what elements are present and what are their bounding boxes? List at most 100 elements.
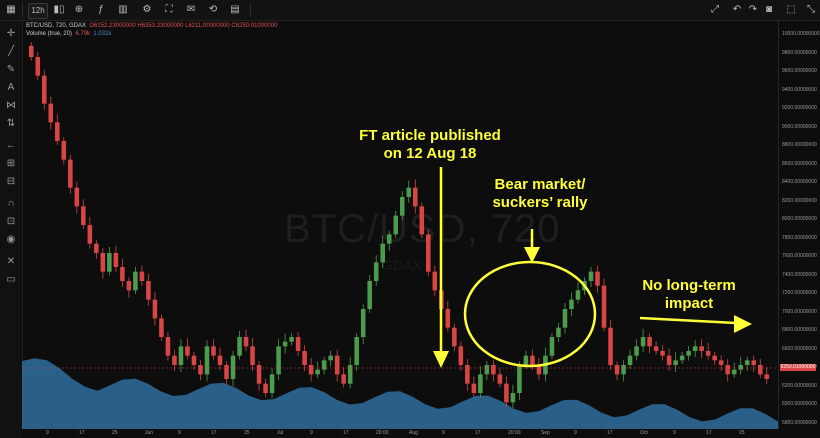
candles-icon[interactable]: ▮▯ (53, 4, 65, 15)
time-axis[interactable]: 9 17 25 Jun 9 17 25 Jul 9 17 20:00 Aug 9 17 20:00 Sep 9 1… (22, 429, 778, 438)
maximize-icon[interactable]: ⬚ (786, 4, 796, 15)
candle-body (360, 309, 366, 337)
candle-body (517, 365, 522, 393)
candle-body (152, 299, 158, 319)
candle-body (230, 355, 236, 379)
templates-icon[interactable]: ▥ (118, 4, 128, 15)
settings-gear-icon[interactable]: ⚙ (142, 4, 152, 15)
price-tick-label: 6800.00000000 (782, 327, 817, 333)
candle-body (432, 271, 438, 291)
redo-icon[interactable]: ↷ (748, 4, 758, 15)
candle-body (269, 374, 275, 393)
layout-icon[interactable]: ▦ (6, 4, 16, 15)
measure-icon[interactable]: ⇅ (6, 118, 16, 129)
candle-body (81, 206, 86, 225)
candle-body (191, 355, 197, 365)
bear-arrow-head (524, 247, 540, 263)
legend-symbol: BTC/USD, 720, GDAX O6152.23000000 H6353.… (26, 23, 278, 29)
magnet-icon[interactable]: ∩ (7, 198, 15, 209)
candle-body (250, 346, 255, 365)
no-impact-annotation: No long-term impact (642, 277, 736, 312)
calendar-icon[interactable]: ▤ (230, 4, 240, 15)
drawing-tools-panel: ✛ ╱ ✎ A ⋈ ⇅ ← ⊞ ⊟ ∩ ⊡ ◉ ✕ ▭ (0, 21, 23, 438)
price-tick-label: 7000.00000000 (782, 308, 817, 315)
remove-icon[interactable]: ✕ (6, 256, 16, 267)
time-tick-label: 17 (343, 430, 349, 436)
replay-icon[interactable]: ⟲ (208, 4, 218, 15)
candle-body (673, 360, 678, 365)
price-tick-label: 6000.00000000 (782, 401, 817, 407)
candle-body (478, 374, 483, 393)
candle-body (510, 393, 516, 403)
price-tick-label: 8200.00000000 (782, 197, 817, 204)
pattern-icon[interactable]: ⋈ (6, 100, 16, 111)
candle-body (588, 271, 594, 281)
text-icon[interactable]: A (7, 82, 15, 93)
brush-icon[interactable]: ✎ (6, 64, 16, 75)
price-chart[interactable]: BTC/USD, 720 GDAX BTC/USD, 720, GDAX O61… (22, 21, 778, 429)
candle-body (399, 197, 405, 216)
ft-article-annotation: FT article published on 12 Aug 18 (359, 127, 501, 162)
candle-body (738, 365, 743, 370)
exchange-watermark: GDAX (382, 257, 422, 273)
candle-body (556, 327, 561, 337)
time-tick-label: 9 (178, 430, 181, 436)
expand-icon[interactable]: ⤡ (807, 4, 815, 15)
candle-body (263, 383, 268, 393)
screenshot-icon[interactable]: ⛶ (165, 4, 173, 15)
candle-body (172, 355, 177, 365)
candle-body (497, 374, 503, 384)
candle-body (406, 187, 412, 197)
undo-icon[interactable]: ↶ (732, 4, 742, 15)
alert-icon[interactable]: ✉ (186, 4, 196, 15)
price-tick-label: 9800.00000000 (782, 49, 817, 56)
interval-selector[interactable]: 12h (28, 3, 48, 19)
time-tick-label: Oct (640, 430, 648, 436)
compare-icon[interactable]: ⊕ (74, 4, 84, 15)
eye-icon[interactable]: ◉ (6, 234, 16, 245)
fullscreen-icon[interactable]: ⤢ (711, 4, 719, 15)
candle-body (256, 365, 262, 384)
candle-body (237, 337, 242, 356)
time-tick-label: Jun (145, 430, 154, 436)
time-tick-label: 9 (673, 430, 676, 436)
lock-icon[interactable]: ⊡ (6, 216, 16, 227)
zoom-out-icon[interactable]: ⊟ (6, 176, 16, 187)
time-tick-label: 9 (442, 430, 445, 436)
candle-body (94, 243, 99, 253)
price-tick-label: 7400.00000000 (782, 271, 817, 278)
arrow-icon[interactable]: ← (6, 140, 16, 151)
indicators-icon[interactable]: ƒ (98, 4, 104, 15)
candle-body (621, 365, 626, 375)
candle-body (757, 365, 763, 375)
price-tick-label: 7600.00000000 (782, 253, 817, 259)
legend-ohlc: O6152.23000000 H6353.23000000 L6211.0000… (89, 23, 278, 29)
candle-body (367, 281, 372, 309)
candle-body (692, 346, 698, 351)
trendline-icon[interactable]: ╱ (7, 46, 15, 57)
candle-body (133, 271, 138, 291)
candle-body (321, 360, 327, 370)
candle-body (614, 365, 620, 375)
candle-body (48, 103, 54, 123)
candle-body (35, 57, 41, 76)
candle-body (328, 355, 333, 361)
candle-body (445, 309, 451, 328)
zoom-icon[interactable]: ⊞ (6, 158, 16, 169)
candle-body (686, 351, 691, 356)
rally-highlight-ellipse (463, 260, 597, 368)
trash-icon[interactable]: ▭ (6, 274, 16, 285)
candle-body (146, 281, 151, 300)
price-tick-label: 9000.00000000 (782, 123, 817, 130)
crosshair-icon[interactable]: ✛ (6, 28, 16, 39)
candle-body (295, 337, 301, 351)
candle-body (744, 360, 750, 365)
candle-body (380, 243, 386, 263)
camera-icon[interactable]: ◙ (765, 4, 773, 15)
candle-body (334, 355, 340, 375)
candle-body (471, 383, 477, 393)
candle-body (653, 346, 659, 351)
top-toolbar: ▦ 12h ▮▯ ⊕ ƒ ▥ ⚙ ⛶ ✉ ⟲ ▤ ⤢ ↶ ↷ ◙ ⬚ ⤡ (0, 0, 820, 21)
candle-body (159, 318, 164, 337)
candle-body (426, 234, 431, 272)
